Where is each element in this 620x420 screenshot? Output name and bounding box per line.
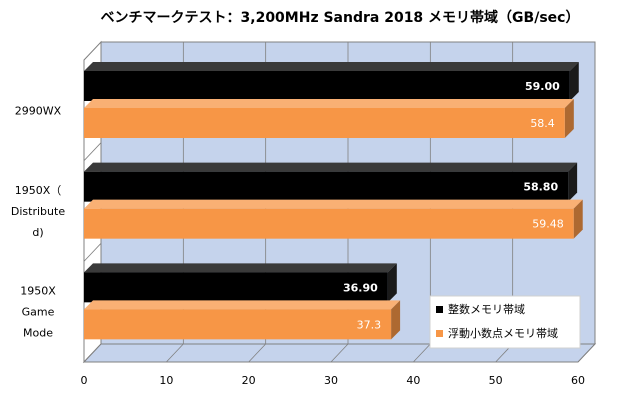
floor-gridline: [83, 343, 102, 363]
x-tick-label: 0: [81, 374, 88, 387]
x-tick-label: 40: [406, 374, 420, 387]
floor-gridline: [248, 343, 266, 363]
bar-top-face: [84, 99, 574, 108]
category-label: d): [32, 226, 43, 239]
data-label: 58.80: [523, 181, 558, 194]
data-label: 36.90: [343, 281, 378, 294]
bar-top-face: [84, 300, 401, 310]
data-label: 58.4: [530, 117, 555, 130]
legend-box: [429, 295, 581, 349]
category-label: Game: [22, 306, 55, 319]
bar-end-face: [564, 99, 574, 138]
bar-top-face: [84, 199, 583, 209]
floor-gridline: [577, 343, 596, 363]
category-separator: [83, 142, 102, 161]
x-tick-label: 30: [324, 374, 338, 387]
data-label: 59.48: [532, 218, 564, 231]
bar-end-face: [568, 162, 578, 202]
legend-label: 整数メモリ帯域: [448, 302, 525, 316]
category-label: 1950X: [20, 285, 56, 298]
bar-end-face: [391, 300, 401, 340]
data-label: 37.3: [357, 318, 382, 331]
category-label: Distribute: [11, 205, 65, 218]
bar: [84, 108, 565, 138]
bar: [84, 208, 574, 239]
bar-end-face: [387, 263, 397, 303]
category-label: 1950X（: [15, 184, 62, 197]
legend-label: 浮動小数点メモリ帯域: [448, 326, 558, 340]
category-label: Mode: [23, 327, 53, 340]
bar: [84, 171, 569, 202]
floor-gridline: [413, 343, 431, 363]
bar-top-face: [84, 62, 579, 71]
floor-gridline: [330, 343, 349, 363]
x-tick-label: 20: [242, 374, 256, 387]
bar-top-face: [84, 162, 578, 172]
legend-swatch: [436, 330, 443, 337]
floor-gridline: [166, 343, 184, 363]
chart-title: ベンチマークテスト：3,200MHz Sandra 2018 メモリ帯域（GB/…: [101, 9, 580, 26]
category-separator: [83, 243, 102, 262]
bar-end-face: [573, 199, 583, 239]
x-tick-label: 60: [571, 374, 585, 387]
bar: [84, 272, 388, 303]
bar: [84, 71, 570, 101]
bar-end-face: [569, 62, 579, 101]
data-label: 59.00: [525, 80, 560, 93]
category-label: 2990WX: [15, 104, 62, 117]
x-tick-label: 50: [489, 374, 503, 387]
legend-swatch: [436, 306, 443, 313]
bar-top-face: [84, 263, 397, 273]
bar: [84, 309, 392, 340]
x-tick-label: 10: [159, 374, 173, 387]
